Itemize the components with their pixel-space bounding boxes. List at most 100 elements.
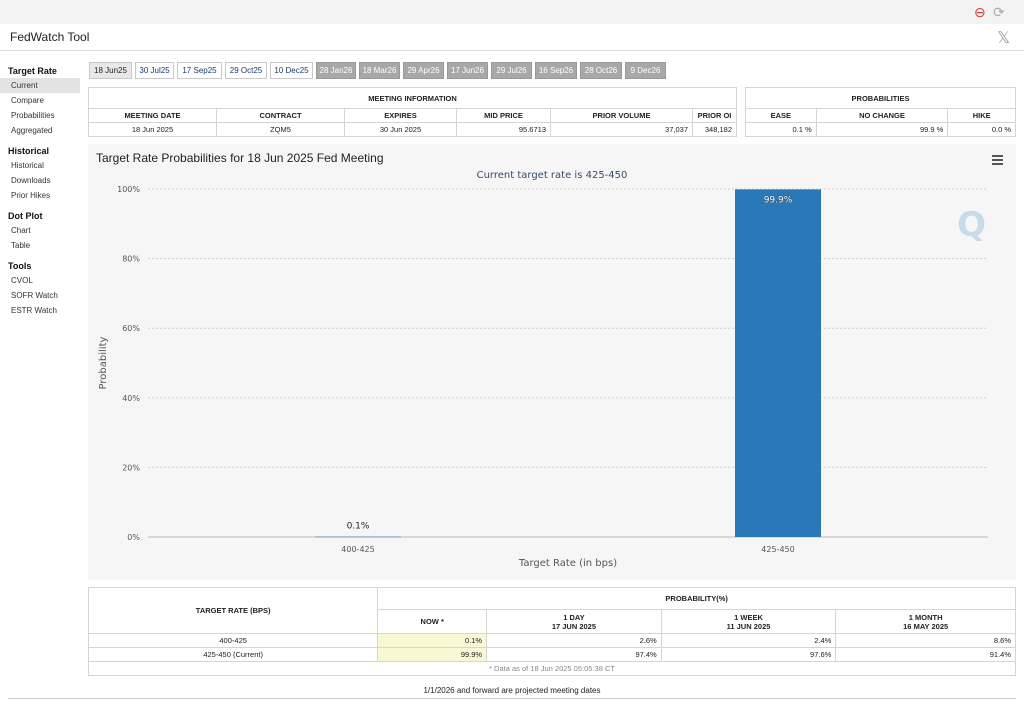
meeting-tab[interactable]: 29 Jul26 — [491, 62, 532, 79]
chart-menu-icon[interactable] — [992, 155, 1003, 165]
period-date: 16 MAY 2025 — [903, 621, 949, 631]
table-row: 425-450 (Current) 99.9% 97.4% 97.6% 91.4% — [87, 647, 1016, 662]
probability-cell: 2.4% — [660, 633, 837, 648]
meeting-tab[interactable]: 17 Jun26 — [447, 62, 488, 79]
sidebar-item-cvol[interactable]: CVOL — [11, 276, 33, 285]
probability-cell: 0.1% — [377, 633, 488, 648]
x-tick-label: 425-450 — [761, 545, 794, 554]
y-tick-label: 40% — [122, 394, 140, 403]
probabilities-column-header: EASE — [745, 108, 817, 123]
y-tick-label: 20% — [122, 463, 140, 472]
sidebar-item-probabilities[interactable]: Probabilities — [11, 111, 55, 120]
probability-cell: 97.4% — [486, 647, 662, 662]
meeting-info-column-header: MID PRICE — [456, 108, 551, 123]
sidebar-item-downloads[interactable]: Downloads — [11, 176, 51, 185]
meeting-tab[interactable]: 29 Apr26 — [403, 62, 444, 79]
meeting-tab[interactable]: 9 Dec26 — [625, 62, 666, 79]
meeting-tab[interactable]: 18 Mar26 — [359, 62, 400, 79]
refresh-icon[interactable]: ⟳ — [993, 4, 1005, 20]
meeting-tab[interactable]: 28 Jan26 — [316, 62, 356, 79]
sidebar-item-estr-watch[interactable]: ESTR Watch — [11, 306, 57, 315]
period-label: NOW * — [420, 617, 444, 626]
meeting-info-column-header: MEETING DATE — [88, 108, 217, 123]
probability-cell: 91.4% — [835, 647, 1016, 662]
target-rate-label: 400-425 — [87, 633, 379, 648]
bar — [735, 189, 821, 537]
period-date: 11 JUN 2025 — [726, 621, 771, 631]
meeting-tab[interactable]: 16 Sep26 — [535, 62, 577, 79]
probabilities-table: PROBABILITIES EASE NO CHANGE HIKE 0.1 % 99.… — [745, 87, 1016, 137]
sidebar-heading: Historical — [8, 146, 50, 156]
target-rate-header: TARGET RATE (BPS) — [87, 587, 379, 634]
sidebar-item-chart[interactable]: Chart — [11, 226, 31, 235]
title-bar: FedWatch Tool 𝕏 — [0, 24, 1024, 51]
meeting-info-cell: 37,037 — [550, 122, 693, 137]
divider — [8, 698, 1016, 699]
probability-period-header: NOW * — [377, 609, 488, 634]
meeting-tab[interactable]: 17 Sep25 — [177, 62, 222, 79]
period-label: 1 WEEK — [734, 612, 763, 622]
sidebar-item-current[interactable]: Current — [0, 78, 80, 93]
meeting-tab[interactable]: 18 Jun25 — [89, 62, 132, 79]
probability-period-header: 1 WEEK 11 JUN 2025 — [660, 609, 837, 634]
sidebar-item-historical[interactable]: Historical — [11, 161, 44, 170]
meeting-info-cell: 30 Jun 2025 — [344, 122, 457, 137]
meeting-info-column-header: PRIOR VOLUME — [550, 108, 693, 123]
chart-area: Target Rate Probabilities for 18 Jun 202… — [88, 144, 1016, 580]
meeting-info-cell: 18 Jun 2025 — [88, 122, 217, 137]
app-title: FedWatch Tool — [10, 30, 90, 44]
probability-chart: Target Rate Probabilities for 18 Jun 202… — [96, 151, 1003, 569]
sidebar: Target Rate Current Compare Probabilities Ag… — [0, 60, 82, 318]
y-tick-label: 0% — [127, 533, 140, 542]
meeting-info-cell: ZQM5 — [216, 122, 345, 137]
sidebar-heading: Dot Plot — [8, 211, 43, 221]
sidebar-item-table[interactable]: Table — [11, 241, 31, 250]
sidebar-item-aggregated[interactable]: Aggregated — [11, 126, 53, 135]
probabilities-cell: 0.1 % — [745, 122, 817, 137]
chart-title: Target Rate Probabilities for 18 Jun 202… — [96, 151, 384, 165]
meeting-tab[interactable]: 29 Oct25 — [225, 62, 267, 79]
bar-data-label: 99.9% — [764, 195, 793, 205]
sidebar-item-compare[interactable]: Compare — [11, 96, 44, 105]
y-tick-label: 100% — [117, 185, 140, 194]
table-row: 400-425 0.1% 2.6% 2.4% 8.6% — [87, 633, 1016, 648]
top-bar: ⊖ ⟳ — [0, 0, 1024, 24]
probability-cell: 97.6% — [660, 647, 837, 662]
sidebar-item-sofr-watch[interactable]: SOFR Watch — [11, 291, 58, 300]
x-logo-icon[interactable]: 𝕏 — [997, 30, 1010, 47]
sidebar-heading: Target Rate — [8, 66, 57, 76]
meeting-information-table: MEETING INFORMATION MEETING DATE CONTRACT… — [88, 87, 737, 137]
probability-group-header: PROBABILITY(%) — [377, 587, 1016, 610]
y-tick-label: 60% — [122, 324, 140, 333]
meeting-info-cell: 95.6713 — [456, 122, 551, 137]
target-rate-label: 425-450 (Current) — [87, 647, 379, 662]
probability-history-table: TARGET RATE (BPS) PROBABILITY(%) NOW * 1 D… — [87, 587, 1016, 676]
y-axis-label: Probability — [98, 336, 109, 389]
alert-icon[interactable]: ⊖ — [974, 4, 986, 20]
probabilities-cell: 99.9 % — [815, 122, 949, 137]
sidebar-item-prior-hikes[interactable]: Prior Hikes — [11, 191, 51, 200]
meeting-info-heading: MEETING INFORMATION — [88, 87, 737, 109]
probability-cell: 2.6% — [486, 633, 662, 648]
bar — [315, 536, 401, 538]
y-tick-label: 80% — [122, 255, 140, 264]
data-timestamp-note: * Data as of 18 Jun 2025 05:05:38 CT — [88, 661, 1016, 676]
period-date: 17 JUN 2025 — [551, 621, 597, 631]
probability-period-header: 1 MONTH 16 MAY 2025 — [835, 609, 1016, 634]
bar-data-label: 0.1% — [347, 522, 370, 532]
probability-period-header: 1 DAY 17 JUN 2025 — [486, 609, 662, 634]
meeting-tab[interactable]: 30 Jul25 — [135, 62, 174, 79]
chart-subtitle: Current target rate is 425-450 — [477, 170, 628, 181]
probabilities-cell: 0.0 % — [947, 122, 1016, 137]
meeting-tab[interactable]: 10 Dec25 — [270, 62, 313, 79]
meeting-tab[interactable]: 28 Oct26 — [580, 62, 622, 79]
footnote: 1/1/2026 and forward are projected meeti… — [423, 686, 601, 695]
meeting-info-column-header: EXPIRES — [344, 108, 457, 123]
probability-cell: 99.9% — [377, 647, 488, 662]
meeting-info-column-header: PRIOR OI — [692, 108, 737, 123]
x-tick-label: 400-425 — [341, 545, 374, 554]
meeting-info-cell: 348,182 — [692, 122, 737, 137]
probabilities-column-header: HIKE — [947, 108, 1016, 123]
probabilities-heading: PROBABILITIES — [745, 87, 1016, 109]
probabilities-column-header: NO CHANGE — [815, 108, 949, 123]
